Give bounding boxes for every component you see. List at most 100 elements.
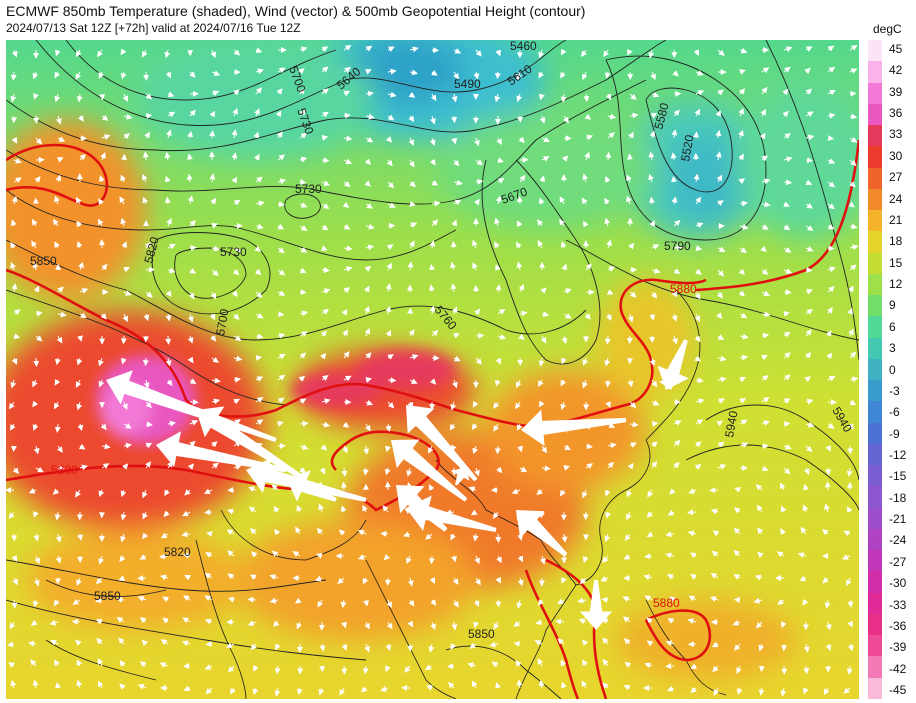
wind-vector	[429, 577, 436, 585]
wind-vector	[607, 461, 614, 469]
wind-vector	[211, 441, 218, 448]
wind-vector	[77, 115, 84, 122]
wind-vector	[469, 642, 477, 649]
wind-vector	[55, 681, 61, 689]
wind-vector	[604, 71, 611, 79]
wind-arrow	[406, 495, 497, 532]
height-contour	[765, 40, 859, 361]
wind-vector	[35, 137, 43, 145]
wind-vector	[52, 218, 59, 227]
height-contour	[6, 239, 587, 341]
wind-vector	[145, 421, 153, 428]
wind-vector	[475, 577, 481, 586]
wind-vector	[804, 67, 811, 75]
wind-vector	[343, 223, 351, 230]
wind-vector	[343, 245, 353, 252]
wind-vector	[319, 643, 326, 652]
wind-vector	[101, 263, 108, 271]
wind-vector	[299, 46, 308, 53]
wind-vector	[783, 311, 790, 317]
wind-vector	[13, 333, 21, 339]
wind-vector	[823, 687, 830, 696]
wind-vector	[849, 244, 859, 251]
wind-vector	[761, 86, 768, 95]
contour-label: 5580	[651, 101, 672, 131]
wind-vector	[825, 467, 832, 476]
wind-vector	[827, 135, 835, 141]
wind-vector	[559, 489, 566, 497]
wind-vector	[387, 114, 395, 121]
wind-vector	[802, 687, 809, 695]
wind-vector	[848, 285, 854, 293]
wind-vector	[557, 638, 565, 645]
wind-vector	[563, 313, 572, 319]
wind-vector	[783, 420, 791, 427]
wind-vector	[364, 265, 372, 272]
wind-vector	[668, 596, 676, 603]
wind-arrow	[516, 510, 568, 557]
wind-arrow	[196, 406, 308, 482]
wind-vector	[753, 597, 763, 604]
wind-vector	[273, 620, 280, 627]
height-contour	[6, 189, 457, 261]
wind-vector	[119, 660, 126, 667]
wind-vector	[321, 267, 330, 274]
wind-vector	[269, 597, 279, 604]
wind-vector	[75, 71, 82, 80]
wind-vector	[644, 595, 653, 602]
height-contour	[65, 40, 337, 101]
wind-vector	[733, 527, 741, 535]
wind-vector	[232, 269, 240, 276]
colorbar-segment	[868, 380, 882, 402]
wind-vector	[646, 640, 654, 647]
wind-vector	[409, 201, 416, 207]
wind-vector	[429, 240, 436, 249]
height-contour	[151, 232, 271, 315]
wind-vector	[167, 91, 175, 98]
wind-vector	[673, 439, 681, 447]
temperature-colorbar	[868, 40, 882, 700]
wind-vector	[409, 378, 418, 384]
wind-vector	[827, 266, 836, 273]
wind-vector	[605, 175, 611, 183]
height-contour	[605, 55, 767, 241]
wind-vector	[342, 329, 348, 337]
wind-vector	[143, 379, 150, 389]
wind-vector	[759, 132, 766, 140]
wind-vector	[364, 180, 371, 187]
wind-vector	[409, 180, 417, 188]
wind-vector	[429, 158, 436, 166]
wind-vector	[137, 684, 147, 690]
wind-vector	[204, 618, 213, 625]
colorbar-tick-label: 18	[889, 234, 903, 249]
wind-vector	[646, 531, 654, 538]
wind-vector	[537, 379, 544, 387]
wind-vector	[841, 554, 851, 560]
wind-vector	[380, 530, 389, 537]
wind-vector	[254, 245, 262, 252]
wind-vector	[584, 151, 590, 161]
wind-vector	[602, 637, 609, 645]
wind-vector	[33, 357, 40, 367]
wind-vector	[453, 599, 459, 608]
colorbar-tick-label: 21	[889, 212, 903, 227]
wind-vector	[581, 197, 588, 205]
wind-vector	[733, 507, 741, 514]
wind-vector	[671, 313, 678, 322]
wind-vector	[365, 223, 375, 230]
wind-vector	[669, 488, 676, 495]
wind-vector	[406, 467, 413, 477]
wind-vector	[271, 484, 279, 491]
wind-vector	[783, 66, 791, 73]
wind-vector	[250, 527, 257, 535]
wind-vector	[277, 201, 285, 208]
wind-vector	[321, 46, 329, 53]
wind-vector	[643, 574, 653, 581]
wind-vector	[717, 200, 724, 207]
wind-vector	[624, 533, 631, 541]
wind-vector	[761, 354, 768, 361]
wind-vector	[382, 505, 389, 513]
wind-vector	[757, 551, 764, 558]
wind-vector	[710, 572, 719, 579]
wind-vector	[497, 308, 506, 315]
